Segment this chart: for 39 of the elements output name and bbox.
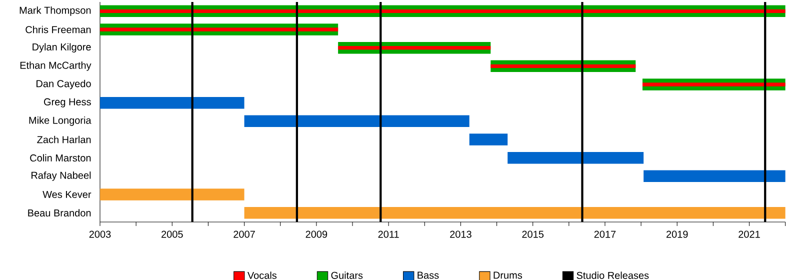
legend-label: Guitars xyxy=(331,272,363,279)
bar xyxy=(644,170,786,182)
y-tick-label: Dylan Kilgore xyxy=(32,43,91,52)
y-tick-label: Dan Cayedo xyxy=(36,80,91,90)
bar xyxy=(244,206,786,219)
x-tick-label: 2005 xyxy=(162,230,183,238)
bar xyxy=(100,188,244,200)
legend-label: Studio Releases xyxy=(576,272,649,279)
bar xyxy=(469,134,508,146)
y-tick-label: Beau Brandon xyxy=(28,209,91,217)
y-tick-label: Zach Harlan xyxy=(37,136,91,144)
y-tick-label: Greg Hess xyxy=(44,98,91,108)
legend-label: Bass xyxy=(418,272,439,279)
x-tick-label: 2019 xyxy=(666,230,688,238)
bar xyxy=(642,82,786,86)
bar xyxy=(100,28,338,32)
x-tick-label: 2003 xyxy=(89,230,111,238)
x-tick-label: 2011 xyxy=(378,230,399,238)
y-tick-label: Rafay Nabeel xyxy=(32,172,91,181)
bar xyxy=(338,46,491,50)
bar xyxy=(100,96,244,109)
x-tick-label: 2013 xyxy=(450,230,472,238)
y-tick-label: Wes Kever xyxy=(42,191,92,198)
x-tick-label: 2015 xyxy=(522,230,544,238)
bar xyxy=(490,64,636,68)
bar xyxy=(244,115,470,128)
x-tick-label: 2009 xyxy=(306,230,328,238)
legend-label: Vocals xyxy=(247,272,277,279)
y-tick-label: Ethan McCarthy xyxy=(20,62,92,71)
y-tick-label: Colin Marston xyxy=(30,154,91,162)
bar xyxy=(508,152,644,164)
bar xyxy=(100,9,786,14)
x-tick-label: 2007 xyxy=(234,230,255,238)
x-tick-label: 2017 xyxy=(594,230,616,238)
y-tick-label: Chris Freeman xyxy=(26,26,91,34)
y-tick-label: Mike Longoria xyxy=(29,116,92,126)
x-tick-label: 2021 xyxy=(738,230,760,238)
legend-label: Drums xyxy=(494,272,522,279)
y-tick-label: Mark Thompson xyxy=(20,6,91,16)
